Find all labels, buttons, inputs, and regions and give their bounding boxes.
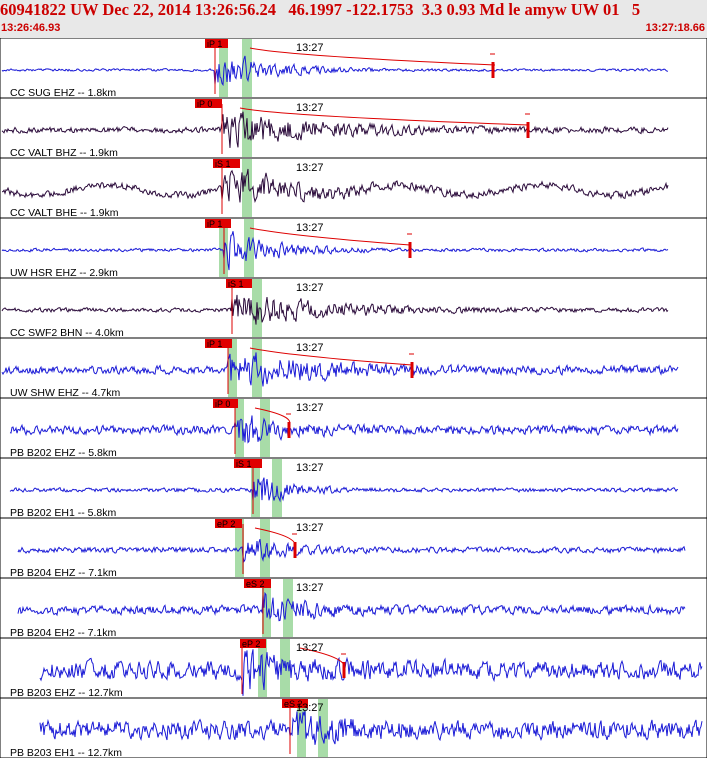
pick-label: iP 0	[197, 99, 212, 109]
trace-panel: iS 1 13:27 CC VALT BHE -- 1.9km	[0, 157, 707, 219]
header-bar: 60941822 UW Dec 22, 2014 13:26:56.24 46.…	[0, 0, 707, 38]
waveform	[1, 231, 669, 271]
coda-curve	[249, 347, 413, 366]
waveform	[1, 352, 679, 387]
start-time-label: 13:26:46.93	[1, 22, 61, 34]
waveform	[39, 710, 703, 745]
trace-panel: eP 2 13:27 PB B203 EHZ -- 12.7km	[0, 637, 707, 699]
minute-label: 13:27	[296, 462, 324, 474]
pick-tag	[215, 519, 242, 528]
minute-label: 13:27	[296, 702, 324, 714]
minute-label: 13:27	[296, 522, 324, 534]
trace-panel: eP 2 13:27 PB B204 EHZ -- 7.1km	[0, 517, 707, 579]
station-label: PB B202 EH1 -- 5.8km	[10, 507, 116, 519]
station-label: CC VALT BHE -- 1.9km	[10, 207, 119, 219]
minute-label: 13:27	[296, 642, 324, 654]
s-window	[242, 39, 252, 97]
pick-tag	[213, 159, 240, 168]
waveform	[9, 477, 679, 503]
trace-panel: eS 213:27 PB B203 EH1 -- 12.7km	[0, 697, 707, 758]
end-time-label: 13:27:18.66	[645, 22, 705, 34]
pick-label: iP 1	[207, 339, 222, 349]
station-label: PB B203 EH1 -- 12.7km	[10, 747, 122, 758]
p-window	[251, 459, 260, 517]
s-window	[280, 639, 290, 697]
waveform	[17, 538, 686, 563]
waveform	[17, 591, 686, 622]
trace-panel: iP 0 13:27 PB B202 EHZ -- 5.8km	[0, 397, 707, 459]
pick-tag	[240, 639, 266, 648]
station-label: PB B203 EHZ -- 12.7km	[10, 687, 123, 699]
s-window	[283, 579, 293, 637]
panel-frame	[0, 97, 707, 159]
coda-curve	[249, 47, 496, 66]
waveform	[9, 415, 679, 444]
trace-panel: iS 1 13:27 PB B202 EH1 -- 5.8km	[0, 457, 707, 519]
panel-frame	[0, 217, 707, 279]
station-label: CC VALT BHZ -- 1.9km	[10, 147, 118, 159]
pick-label: eP 2	[217, 519, 235, 529]
pick-tag	[195, 99, 222, 108]
pick-tag	[226, 279, 252, 288]
trace-panel: eS 2 13:27 PB B204 EH2 -- 7.1km	[0, 577, 707, 639]
minute-label: 13:27	[296, 162, 324, 174]
pick-tag	[205, 339, 232, 348]
waveform	[1, 111, 669, 148]
minute-label: 13:27	[296, 42, 324, 54]
pick-label: iP 1	[207, 39, 222, 49]
trace-panel: iP 0 13:27 CC VALT BHZ -- 1.9km	[0, 97, 707, 159]
pick-label: iP 0	[215, 399, 230, 409]
event-title: 60941822 UW Dec 22, 2014 13:26:56.24 46.…	[0, 0, 641, 19]
p-window	[235, 519, 244, 577]
station-label: CC SUG EHZ -- 1.8km	[10, 87, 116, 99]
pick-label: eS 2	[246, 579, 265, 589]
pick-label: iS 1	[236, 459, 252, 469]
trace-panel: iP 1 13:27 UW SHW EHZ -- 4.7km	[0, 337, 707, 399]
pick-label: iS 1	[228, 279, 244, 289]
s-window	[318, 699, 328, 757]
station-label: CC SWF2 BHN -- 4.0km	[10, 327, 124, 339]
trace-panel: iP 1 13:27 UW HSR EHZ -- 2.9km	[0, 217, 707, 279]
trace-panel: iS 1 13:27 CC SWF2 BHN -- 4.0km	[0, 277, 707, 339]
coda-curve	[249, 227, 411, 246]
pick-tag	[282, 699, 308, 708]
minute-label: 13:27	[296, 102, 324, 114]
pick-tag	[234, 459, 262, 468]
s-window	[260, 399, 270, 457]
s-window	[242, 159, 252, 217]
pick-label: eS 2	[284, 699, 303, 709]
panel-frame	[0, 337, 707, 399]
waveform	[1, 55, 669, 87]
trace-panel: iP 1 13:27 CC SUG EHZ -- 1.8km	[0, 38, 707, 99]
station-label: UW HSR EHZ -- 2.9km	[10, 267, 118, 279]
minute-label: 13:27	[296, 342, 324, 354]
coda-curve	[239, 107, 529, 126]
panel-frame	[0, 397, 707, 459]
station-label: PB B204 EH2 -- 7.1km	[10, 627, 116, 639]
pick-tag	[213, 399, 238, 408]
waveform	[1, 294, 669, 325]
minute-label: 13:27	[296, 402, 324, 414]
s-window	[244, 219, 254, 277]
station-label: PB B202 EHZ -- 5.8km	[10, 447, 117, 459]
pick-label: eP 2	[242, 639, 260, 649]
waveform	[1, 168, 669, 204]
seismogram-plot: iP 1 13:27 CC SUG EHZ -- 1.8km iP 0 13:27 CC …	[0, 38, 707, 758]
s-window	[260, 519, 270, 577]
pick-label: iS 1	[215, 159, 231, 169]
minute-label: 13:27	[296, 282, 324, 294]
minute-label: 13:27	[296, 222, 324, 234]
station-label: UW SHW EHZ -- 4.7km	[10, 387, 120, 399]
p-window	[228, 339, 237, 397]
waveform	[39, 649, 703, 696]
pick-tag	[205, 39, 228, 48]
pick-tag	[205, 219, 231, 228]
pick-tag	[244, 579, 271, 588]
minute-label: 13:27	[296, 582, 324, 594]
pick-label: iP 1	[207, 219, 222, 229]
p-window	[297, 699, 306, 757]
station-label: PB B204 EHZ -- 7.1km	[10, 567, 117, 579]
